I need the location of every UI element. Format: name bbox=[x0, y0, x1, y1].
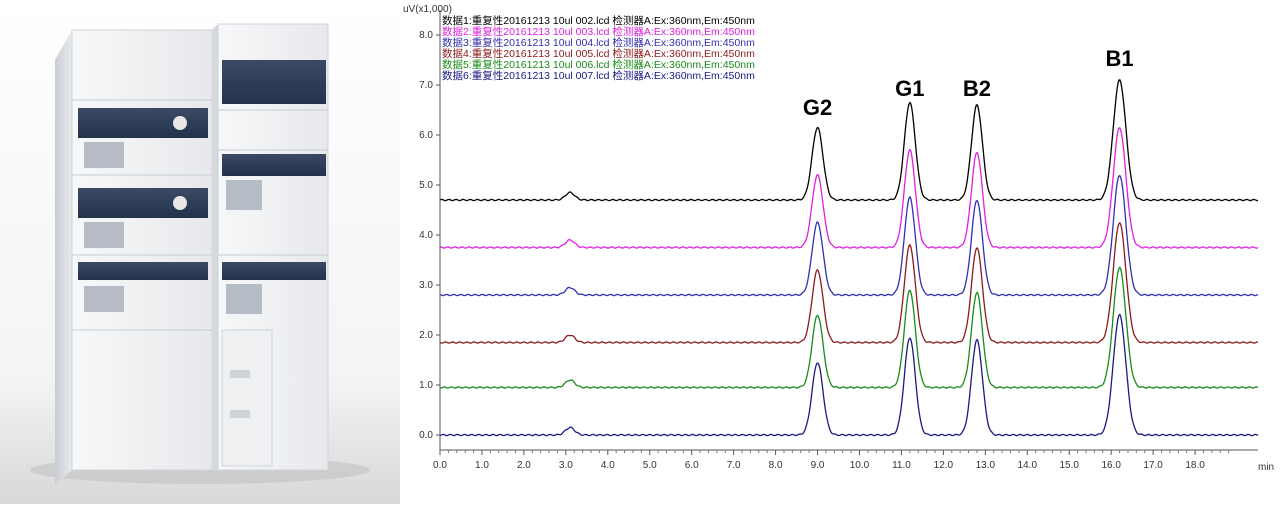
peak-label: B2 bbox=[963, 76, 991, 101]
x-tick-label: 12.0 bbox=[934, 460, 954, 471]
legend-entry: 数据5:重复性20161213 10ul 006.lcd 检测器A:Ex:360… bbox=[442, 58, 755, 71]
x-tick-label: 18.0 bbox=[1185, 460, 1205, 471]
y-tick-label: 3.0 bbox=[419, 280, 433, 291]
axes: 0.0 1.0 2.0 3.0 4.0 5.0 6.0 7.0 8.0 9.0 10.0 11.0 12… bbox=[419, 10, 1258, 471]
x-axis-label: min bbox=[1258, 462, 1274, 473]
x-tick-label: 4.0 bbox=[601, 460, 615, 471]
series-line bbox=[439, 221, 1259, 344]
x-tick-label: 14.0 bbox=[1018, 460, 1038, 471]
y-tick-label: 0.0 bbox=[419, 430, 433, 441]
x-tick-label: 16.0 bbox=[1101, 460, 1121, 471]
instrument-drawing bbox=[0, 0, 400, 504]
x-tick-label: 15.0 bbox=[1059, 460, 1079, 471]
y-axis-label: uV(x1,000) bbox=[403, 4, 452, 15]
legend-entry: 数据3:重复性20161213 10ul 004.lcd 检测器A:Ex:360… bbox=[442, 36, 755, 49]
x-tick-label: 1.0 bbox=[475, 460, 489, 471]
x-tick-label: 10.0 bbox=[850, 460, 870, 471]
y-tick-label: 8.0 bbox=[419, 30, 433, 41]
x-tick-label: 8.0 bbox=[769, 460, 783, 471]
series-line bbox=[439, 313, 1259, 437]
y-tick-label: 1.0 bbox=[419, 380, 433, 391]
x-tick-label: 7.0 bbox=[727, 460, 741, 471]
y-tick-label: 2.0 bbox=[419, 330, 433, 341]
legend-entry: 数据2:重复性20161213 10ul 003.lcd 检测器A:Ex:360… bbox=[442, 25, 755, 38]
legend-entry: 数据4:重复性20161213 10ul 005.lcd 检测器A:Ex:360… bbox=[442, 47, 755, 60]
series-line bbox=[439, 127, 1259, 249]
x-tick-label: 9.0 bbox=[811, 460, 825, 471]
x-tick-label: 0.0 bbox=[433, 460, 447, 471]
x-tick-label: 3.0 bbox=[559, 460, 573, 471]
y-tick-label: 4.0 bbox=[419, 230, 433, 241]
series-line bbox=[439, 79, 1259, 202]
legend-entry: 数据1:重复性20161213 10ul 002.lcd 检测器A:Ex:360… bbox=[442, 14, 755, 27]
x-tick-label: 13.0 bbox=[976, 460, 996, 471]
x-tick-label: 5.0 bbox=[643, 460, 657, 471]
x-tick-label: 2.0 bbox=[517, 460, 531, 471]
chromatogram-chart: 0.0 1.0 2.0 3.0 4.0 5.0 6.0 7.0 8.0 9.0 10.0 11.0 12… bbox=[400, 0, 1280, 504]
legend-entry: 数据6:重复性20161213 10ul 007.lcd 检测器A:Ex:360… bbox=[442, 69, 755, 82]
y-tick-label: 7.0 bbox=[419, 80, 433, 91]
x-tick-label: 11.0 bbox=[892, 460, 911, 471]
peak-labels: G2 G1 B2 B1 bbox=[803, 46, 1134, 120]
y-tick-label: 6.0 bbox=[419, 130, 433, 141]
x-tick-label: 17.0 bbox=[1143, 460, 1163, 471]
hplc-instrument-image bbox=[0, 0, 400, 504]
y-tick-label: 5.0 bbox=[419, 180, 433, 191]
chromatogram-svg: 0.0 1.0 2.0 3.0 4.0 5.0 6.0 7.0 8.0 9.0 10.0 11.0 12… bbox=[403, 4, 1274, 473]
peak-label: B1 bbox=[1106, 46, 1134, 71]
peak-label: G2 bbox=[803, 95, 832, 120]
x-tick-label: 6.0 bbox=[685, 460, 699, 471]
series-line bbox=[439, 266, 1259, 389]
legend: 数据1:重复性20161213 10ul 002.lcd 检测器A:Ex:360… bbox=[442, 14, 755, 82]
series-line bbox=[439, 174, 1259, 297]
series-traces bbox=[439, 79, 1259, 437]
peak-label: G1 bbox=[895, 76, 924, 101]
